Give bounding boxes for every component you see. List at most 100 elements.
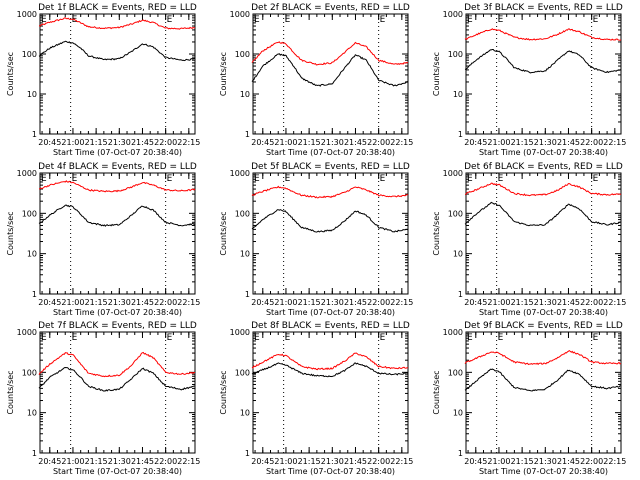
y-tick-label: 1000 — [17, 328, 37, 337]
x-tick-label: 21:00 — [274, 457, 297, 466]
y-tick-label: 1000 — [443, 10, 463, 19]
series-line-events — [38, 204, 196, 227]
panel-det-2: Det 2f BLACK = Events, RED = LLD 1 10 100 10… — [219, 3, 413, 157]
y-tick-label: 1000 — [443, 328, 463, 337]
x-tick-label: 21:15 — [298, 298, 321, 307]
panel-det-6: Det 6f BLACK = Events, RED = LLD 1 10 100 10… — [432, 162, 626, 317]
x-tick-label: 20:45 — [38, 138, 61, 147]
x-tick-label: 21:00 — [487, 138, 510, 147]
x-tick-label: 21:30 — [321, 138, 344, 147]
x-tick-label: 21:00 — [487, 457, 510, 466]
series-line-events — [38, 366, 196, 392]
y-tick-label: 10 — [453, 250, 463, 259]
y-tick-label: 1 — [32, 290, 37, 299]
event-marker-label: E — [285, 333, 291, 343]
series-line-lld — [38, 180, 196, 193]
series-line-lld — [251, 352, 409, 371]
x-tick-label: 21:15 — [298, 457, 321, 466]
x-tick-label: 21:45 — [344, 138, 367, 147]
x-tick-label: 20:45 — [464, 298, 487, 307]
y-axis-label: Counts/sec — [432, 52, 441, 96]
x-tick-label: 22:15 — [177, 138, 200, 147]
y-tick-label: 1 — [32, 130, 37, 139]
y-axis-label: Counts/sec — [6, 52, 15, 96]
plot-frame — [465, 172, 622, 295]
panel-det-9: Det 9f BLACK = Events, RED = LLD 1 10 100 10… — [432, 321, 626, 476]
x-tick-label: 21:00 — [487, 298, 510, 307]
series-line-lld — [464, 349, 622, 366]
x-tick-label: 22:00 — [367, 298, 390, 307]
x-tick-label: 21:45 — [131, 138, 154, 147]
event-marker-label: E — [72, 174, 78, 184]
x-axis-label: Start Time (07-Oct-07 20:38:40) — [479, 308, 608, 317]
x-tick-label: 21:45 — [131, 298, 154, 307]
x-tick-label: 22:00 — [580, 138, 603, 147]
panel-title: Det 4f BLACK = Events, RED = LLD — [38, 162, 197, 172]
x-tick-label: 22:00 — [154, 457, 177, 466]
x-tick-label: 22:00 — [580, 298, 603, 307]
x-axis-label: Start Time (07-Oct-07 20:38:40) — [479, 148, 608, 157]
y-axis-label: Counts/sec — [432, 370, 441, 414]
x-tick-label: 21:15 — [85, 457, 108, 466]
event-marker-label: E — [380, 15, 386, 25]
x-tick-label: 21:15 — [511, 138, 534, 147]
plot-frame — [39, 172, 196, 295]
x-tick-label: 22:00 — [580, 457, 603, 466]
x-axis-label: Start Time (07-Oct-07 20:38:40) — [53, 467, 182, 476]
panel-title: Det 3f BLACK = Events, RED = LLD — [464, 3, 623, 13]
y-tick-label: 1000 — [17, 10, 37, 19]
y-tick-label: 100 — [22, 209, 37, 218]
plot-frame — [39, 331, 196, 454]
y-tick-label: 100 — [235, 368, 250, 377]
x-tick-label: 22:15 — [177, 457, 200, 466]
y-tick-label: 100 — [22, 50, 37, 59]
y-tick-label: 10 — [240, 90, 250, 99]
event-marker-label: E — [254, 15, 260, 25]
panel-title: Det 1f BLACK = Events, RED = LLD — [38, 3, 197, 13]
event-marker-label: E — [41, 15, 47, 25]
y-tick-label: 10 — [453, 90, 463, 99]
x-tick-label: 21:00 — [274, 138, 297, 147]
x-tick-label: 21:00 — [61, 298, 84, 307]
series-line-events — [464, 49, 622, 74]
x-tick-label: 21:00 — [61, 138, 84, 147]
x-tick-label: 21:45 — [557, 138, 580, 147]
y-tick-label: 1 — [458, 130, 463, 139]
event-marker-label: E — [467, 333, 473, 343]
y-tick-label: 100 — [235, 209, 250, 218]
plot-frame — [465, 13, 622, 135]
x-axis-label: Start Time (07-Oct-07 20:38:40) — [266, 467, 395, 476]
event-marker-label: E — [167, 15, 173, 25]
x-tick-label: 22:00 — [367, 138, 390, 147]
event-marker-label: E — [593, 333, 599, 343]
y-tick-label: 1 — [245, 130, 250, 139]
x-tick-label: 20:45 — [251, 138, 274, 147]
y-tick-label: 1000 — [230, 328, 250, 337]
event-marker-label: E — [593, 15, 599, 25]
x-tick-label: 22:15 — [390, 138, 413, 147]
x-tick-label: 21:15 — [85, 138, 108, 147]
y-tick-label: 1 — [458, 290, 463, 299]
series-line-lld — [464, 28, 622, 41]
event-marker-label: E — [167, 174, 173, 184]
series-line-lld — [464, 182, 622, 197]
y-tick-label: 1 — [245, 290, 250, 299]
x-tick-label: 22:15 — [177, 298, 200, 307]
y-tick-label: 10 — [240, 409, 250, 418]
x-axis-label: Start Time (07-Oct-07 20:38:40) — [53, 148, 182, 157]
x-tick-label: 22:15 — [603, 138, 626, 147]
x-tick-label: 21:45 — [557, 457, 580, 466]
panel-title: Det 9f BLACK = Events, RED = LLD — [464, 321, 623, 331]
x-tick-label: 20:45 — [251, 457, 274, 466]
y-tick-label: 10 — [27, 90, 37, 99]
y-tick-label: 100 — [448, 209, 463, 218]
x-tick-label: 21:45 — [344, 298, 367, 307]
y-tick-label: 10 — [240, 250, 250, 259]
event-marker-label: E — [593, 174, 599, 184]
series-line-events — [38, 40, 196, 62]
x-tick-label: 21:30 — [108, 138, 131, 147]
x-tick-label: 20:45 — [464, 457, 487, 466]
x-tick-label: 21:45 — [344, 457, 367, 466]
event-marker-label: E — [285, 174, 291, 184]
